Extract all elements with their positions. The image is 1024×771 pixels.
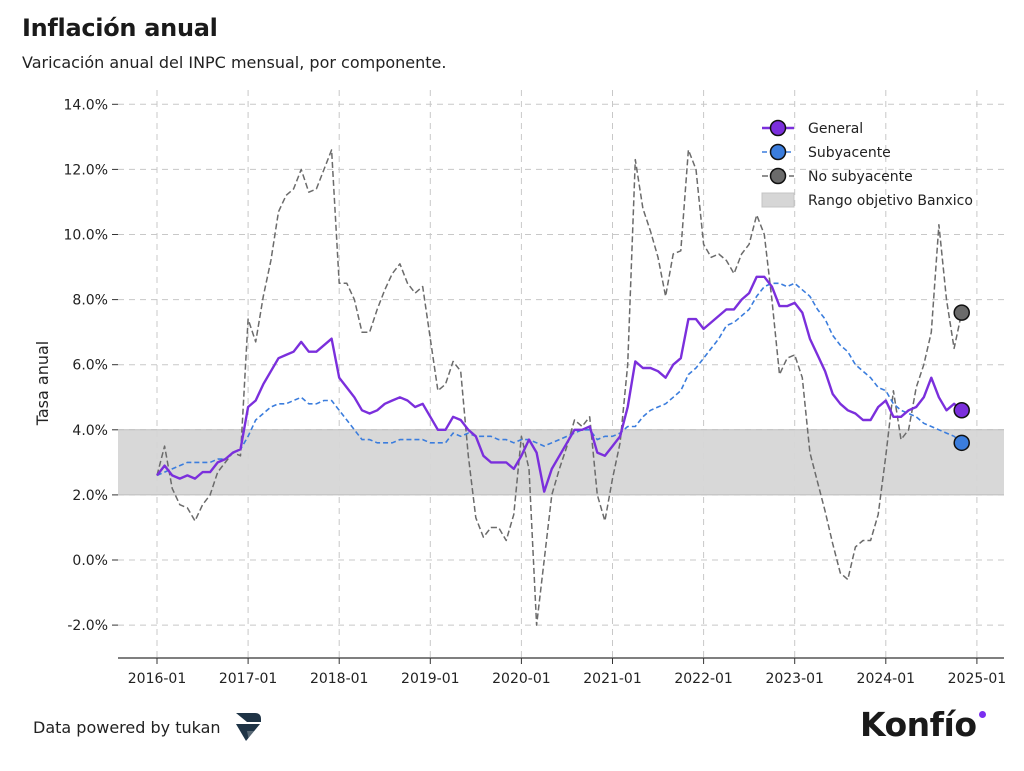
x-tick-label: 2024-01 [857,671,916,687]
powered-by-text: Data powered by tukan [33,717,221,737]
legend-marker-no-subyacente [769,167,787,185]
legend: General Subyacente No subyacente Rango obje… [761,119,973,209]
target-band-layer [118,429,1004,496]
legend-marker-subyacente [769,143,787,161]
x-tick-label: 2017-01 [219,671,278,687]
legend-marker-general [769,119,787,137]
y-tick-label: 0.0% [72,553,108,569]
y-tick-label: 10.0% [64,228,108,244]
y-tick-label: 14.0% [64,97,108,113]
x-tick-label: 2022-01 [674,671,733,687]
series-layer [156,149,970,626]
x-tick-label: 2025-01 [948,671,1007,687]
y-tick-label: 4.0% [72,423,108,439]
endpoint-marker-subyacente [953,434,970,452]
legend-label: Subyacente [808,145,891,161]
grid-layer [118,90,1004,658]
endpoint-marker-no-subyacente [953,304,970,321]
footer-attribution: Data powered by tukan [33,710,263,744]
series-line-general [156,275,963,493]
tukan-logo-icon [235,713,261,741]
series-line-subyacente [156,282,963,477]
y-axis-label: Tasa anual [33,341,52,427]
x-tick-label: 2019-01 [401,671,460,687]
axis-layer: -2.0% 0.0% 2.0% 4.0% 6.0% 8.0% 10.0% 12.0% 14.0%… [33,97,1006,687]
brand-dot-icon [978,711,986,718]
series-line-no-subyacente [156,149,963,626]
legend-label: General [808,121,863,137]
chart-title: Inflación anual [22,14,218,42]
x-tick-label: 2020-01 [492,671,551,687]
y-tick-label: 12.0% [64,162,108,178]
brand-name: Konfío [860,705,977,744]
legend-swatch-band [761,192,795,208]
x-tick-label: 2018-01 [310,671,369,687]
legend-label: No subyacente [808,169,913,185]
legend-label: Rango objetivo Banxico [808,193,973,209]
y-tick-label: 2.0% [72,488,108,504]
brand-logo: Konfío [860,705,986,744]
line-chart: -2.0% 0.0% 2.0% 4.0% 6.0% 8.0% 10.0% 12.0% 14.0%… [33,90,1006,687]
x-tick-label: 2023-01 [765,671,824,687]
endpoint-marker-general [953,402,970,419]
y-tick-label: 6.0% [72,358,108,374]
y-tick-label: 8.0% [72,293,108,309]
target-band [118,429,1004,495]
x-tick-label: 2021-01 [583,671,642,687]
y-tick-label: -2.0% [67,618,108,634]
chart-subtitle: Varicación anual del INPC mensual, por c… [22,53,447,72]
x-tick-label: 2016-01 [128,671,187,687]
